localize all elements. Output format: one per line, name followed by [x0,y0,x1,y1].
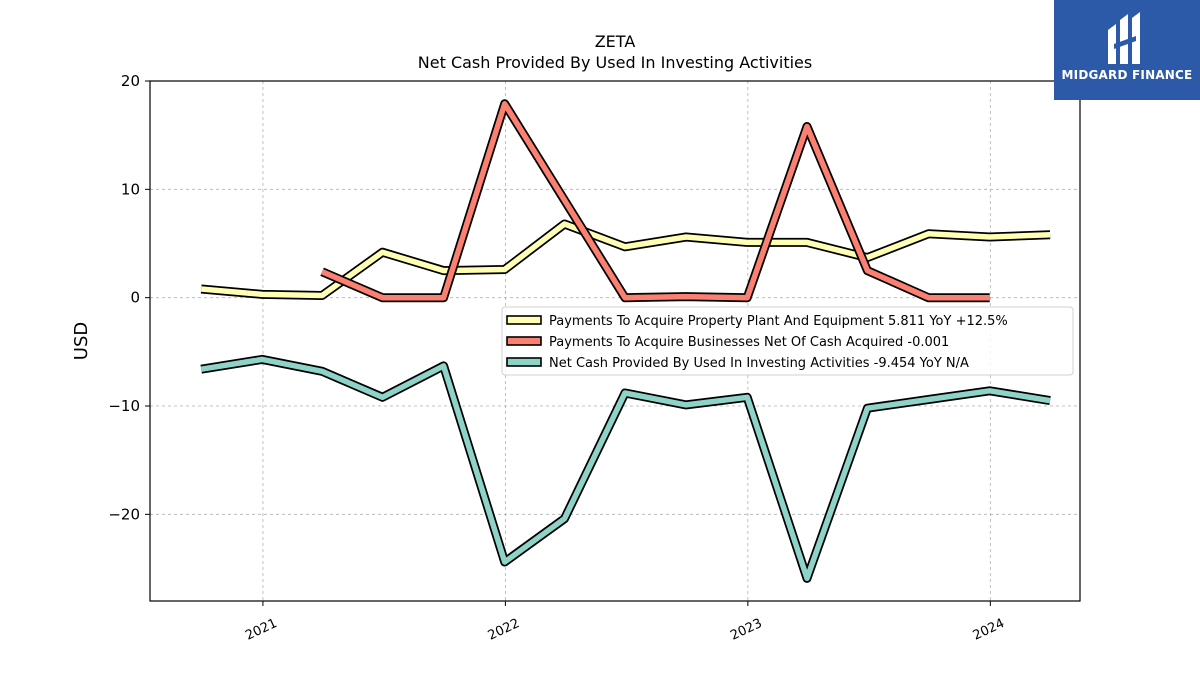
legend-swatch-1 [506,336,542,346]
y-axis-label: USD [71,322,92,360]
legend-label-1: Payments To Acquire Businesses Net Of Ca… [549,335,949,350]
legend-box [501,306,1074,376]
x-axis: 2021 2022 2023 2024 [243,601,1007,644]
plot-frame [149,80,1081,602]
y-tick-label: 20 [121,72,140,90]
y-tick-label: −10 [108,397,140,415]
legend: Payments To Acquire Property Plant And E… [501,306,1074,376]
logo-mark-icon [1108,12,1140,64]
chart-subtitle: Net Cash Provided By Used In Investing A… [418,53,812,72]
y-tick-label: −20 [108,505,140,523]
series-lines [200,99,1051,583]
y-tick-label: 0 [130,289,140,307]
series-line-1 [321,101,990,301]
x-tick-label: 2024 [971,616,1007,644]
x-tick-label: 2023 [728,616,764,644]
x-tick-label: 2022 [486,616,522,644]
brand-logo: MIDGARD FINANCE [1054,0,1200,100]
chart-title: ZETA [595,32,636,51]
brand-name: MIDGARD FINANCE [1061,68,1193,82]
x-tick-label: 2021 [243,616,279,644]
legend-swatch-0 [506,315,542,325]
y-tick-label: 10 [121,180,140,198]
legend-swatch-2 [506,357,542,367]
series-line-0 [200,221,1051,299]
y-axis: 20 10 0 −10 −20 [108,72,150,523]
series-line-2 [200,356,1051,582]
legend-label-2: Net Cash Provided By Used In Investing A… [549,356,969,371]
legend-label-0: Payments To Acquire Property Plant And E… [549,314,1008,329]
